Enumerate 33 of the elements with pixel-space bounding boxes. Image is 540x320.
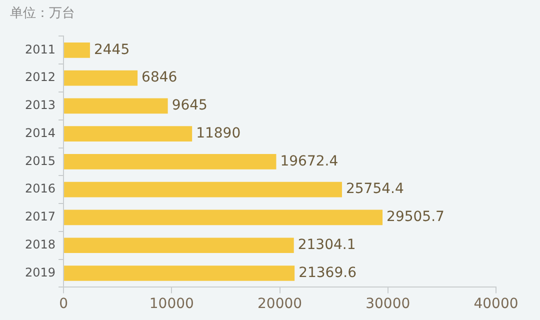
data-label: 21304.1 bbox=[298, 237, 356, 254]
y-tick-label: 2012 bbox=[24, 70, 56, 84]
data-label: 29505.7 bbox=[386, 209, 444, 226]
y-tick-label: 2015 bbox=[24, 154, 56, 168]
y-tick-label: 2014 bbox=[24, 126, 56, 140]
bar bbox=[64, 126, 192, 142]
data-label: 6846 bbox=[142, 70, 178, 86]
bar bbox=[64, 238, 294, 254]
y-tick-label: 2018 bbox=[24, 237, 56, 252]
x-tick-label: 0 bbox=[59, 296, 68, 312]
data-label: 19672.4 bbox=[280, 153, 338, 170]
y-tick-label: 2016 bbox=[24, 182, 56, 196]
data-label: 9645 bbox=[172, 98, 208, 114]
bar bbox=[64, 154, 276, 170]
bar bbox=[64, 266, 295, 281]
bar bbox=[64, 70, 138, 86]
x-tick-label: 20000 bbox=[257, 296, 302, 312]
bar bbox=[64, 210, 383, 226]
x-tick-label: 40000 bbox=[474, 296, 518, 312]
y-tick-label: 2017 bbox=[24, 210, 56, 224]
x-tick-label: 30000 bbox=[366, 296, 410, 312]
chart-title: 单位：万台 bbox=[10, 5, 75, 22]
data-label: 2445 bbox=[94, 42, 130, 58]
y-tick-label: 2019 bbox=[24, 265, 56, 280]
y-tick-label: 2013 bbox=[24, 98, 56, 112]
bar bbox=[64, 182, 342, 198]
data-label: 21369.6 bbox=[298, 264, 357, 281]
data-label: 25754.4 bbox=[346, 181, 404, 198]
y-tick-label: 2011 bbox=[24, 42, 56, 56]
data-label: 11890 bbox=[196, 125, 241, 142]
x-tick-label: 10000 bbox=[149, 296, 194, 312]
bar bbox=[64, 98, 168, 114]
bar bbox=[64, 42, 90, 58]
